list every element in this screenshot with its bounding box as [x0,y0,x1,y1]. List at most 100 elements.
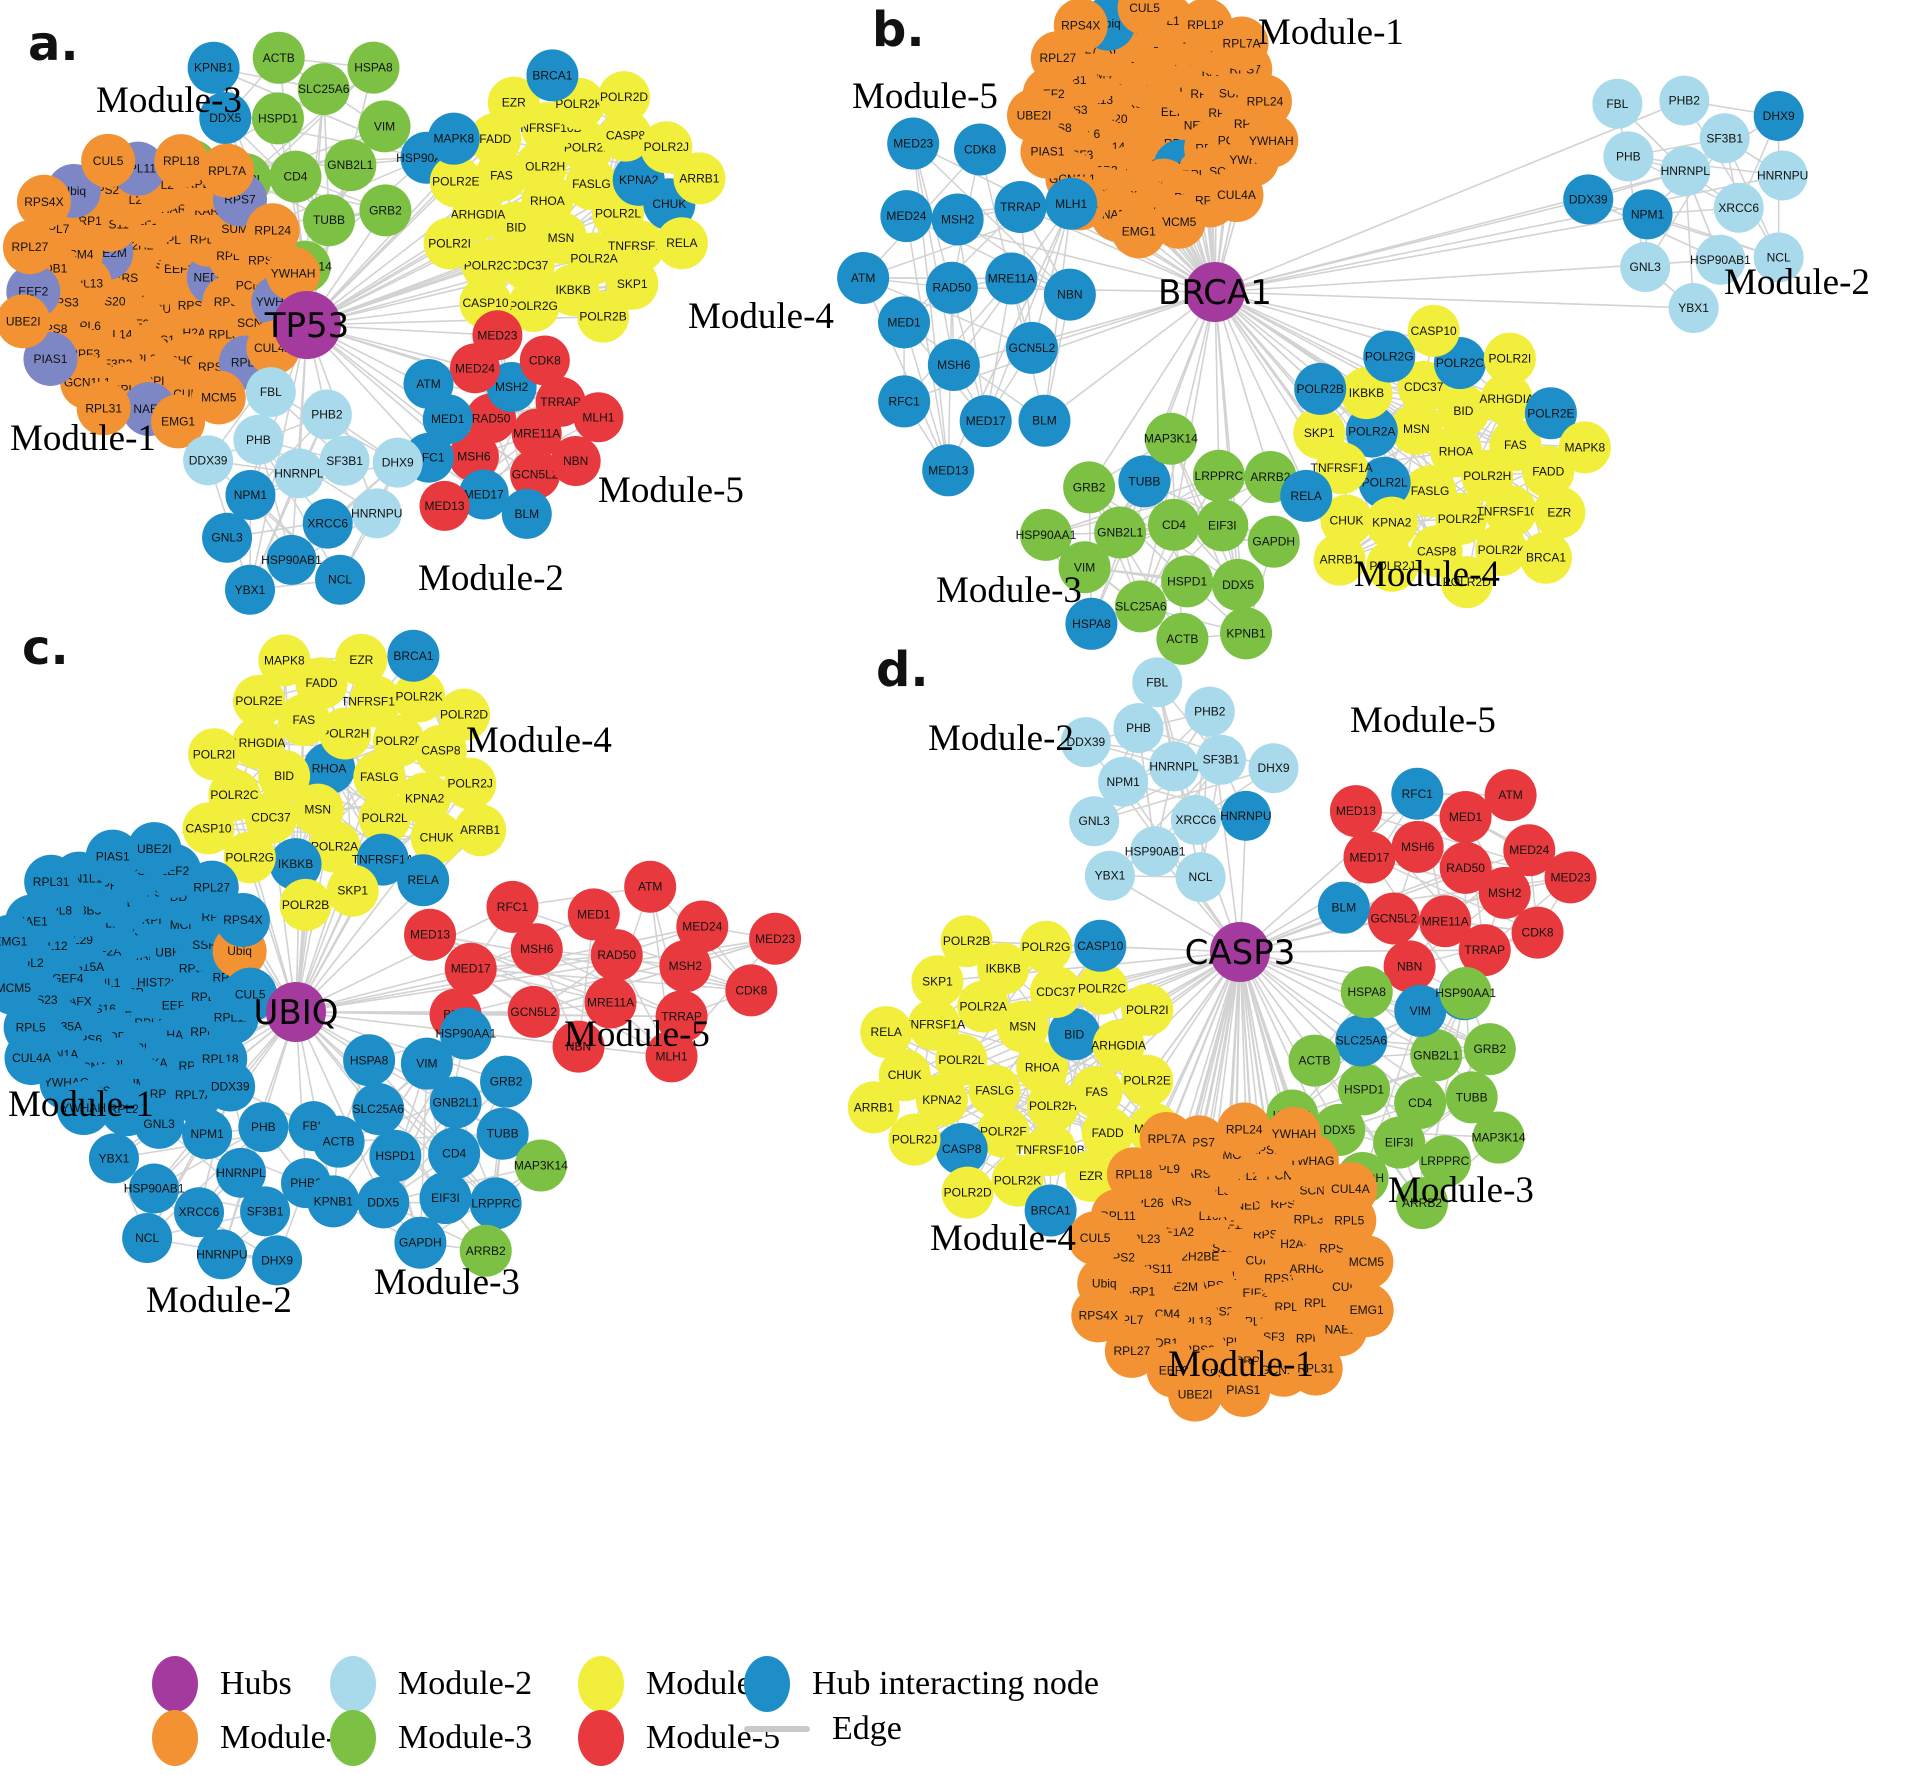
node-GNB2L1: GNB2L1 [429,1076,482,1129]
node-label: NBN [1397,959,1422,973]
node-label: POLR2B [943,934,990,948]
module-label: Module-5 [598,470,744,511]
node-RPL7A: RPL7A [200,143,255,198]
node-label: HSP90AB1 [261,553,322,567]
node-BID: BID [1048,1008,1101,1061]
node-MAP3K14: MAP3K14 [1144,412,1198,465]
node-label: NPM1 [1106,775,1140,789]
node-label: ARHGDIA [1479,392,1534,406]
node-POLR2K: POLR2K [1475,523,1528,576]
node-HSPA8: HSPA8 [347,41,400,94]
node-label: PHB [251,1120,276,1134]
node-label: NPM1 [1631,207,1665,221]
node-label: RELA [407,873,438,887]
node-label: XRCC6 [1718,201,1759,215]
node-GRB2: GRB2 [480,1055,533,1108]
node-RPL24: RPL24 [1217,1102,1272,1157]
node-TRRAP: TRRAP [994,181,1047,234]
node-label: TRRAP [1000,200,1041,214]
node-MED1: MED1 [567,888,620,941]
node-CDK8: CDK8 [1511,906,1564,959]
node-MSH6: MSH6 [448,431,499,482]
node-MED1: MED1 [1439,790,1492,843]
node-label: CDK8 [735,983,767,997]
hub-edge [290,324,308,560]
node-label: PHB2 [1669,94,1701,108]
node-label: FADD [1092,1126,1124,1140]
node-POLR2G: POLR2G [223,831,276,884]
node-label: SLC25A6 [1336,1033,1388,1047]
edge [912,143,1071,296]
edge [862,277,949,471]
node-label: MED17 [1349,850,1389,864]
node-GAPDH: GAPDH [394,1216,447,1269]
node-label: SKP1 [1304,426,1335,440]
node-label: CUL5 [1080,1231,1111,1245]
node-label: NPM1 [190,1127,224,1141]
node-label: SLC25A6 [298,82,350,96]
module-label: Module-5 [1350,700,1496,741]
hub-edge [233,794,297,1013]
hub-edge [1214,291,1220,476]
node-label: MED17 [464,487,504,501]
node-label: GNL3 [1079,814,1111,828]
node-label: POLR2J [644,140,689,154]
node-ARRB2: ARRB2 [459,1224,512,1277]
node-label: CASP10 [462,296,508,310]
node-RAD50: RAD50 [925,261,978,314]
node-POLR2L: POLR2L [935,1033,988,1086]
node-MED17: MED17 [1343,831,1396,884]
node-label: NCL [135,1231,159,1245]
node-HNRNPL: HNRNPL [273,448,324,499]
node-HNRNPL: HNRNPL [215,1147,266,1198]
node-label: XRCC6 [179,1205,220,1219]
node-label: POLR2I [1126,1003,1169,1017]
node-label: MAPK8 [264,653,305,667]
node-label: IKBKB [986,962,1021,976]
node-POLR2I: POLR2I [188,728,241,781]
node-POLR2B: POLR2B [279,878,332,931]
node-HSP90AB1: HSP90AB1 [1125,826,1186,877]
node-label: GNL3 [143,1117,175,1131]
node-label: EMG1 [1122,224,1156,238]
node-MED17: MED17 [444,942,497,995]
node-DDX5: DDX5 [199,92,252,145]
node-POLR2H: POLR2H [515,140,568,193]
node-label: NCL [1189,870,1213,884]
node-label: RPL24 [254,223,291,237]
node-POLR2J: POLR2J [1366,539,1419,592]
node-EIF3I: EIF3I [1373,1116,1426,1169]
node-RPL7A: RPL7A [1139,1112,1194,1167]
node-NPM1: NPM1 [182,1109,233,1160]
node-label: TUBB [1456,1090,1488,1104]
node-RELA: RELA [655,217,708,270]
node-label: KPNA2 [1372,516,1412,530]
node-HNRNPU: HNRNPU [351,488,402,539]
node-SF3B1: SF3B1 [1699,113,1750,164]
node-IKBKB: IKBKB [269,838,322,891]
node-DHX9: DHX9 [372,437,423,488]
node-label: MLH1 [1055,197,1087,211]
node-label: SKP1 [922,974,953,988]
node-CUL4A: CUL4A [4,1031,59,1086]
node-LRPPRC: LRPPRC [1418,1135,1471,1188]
node-FADD: FADD [1522,445,1575,498]
node-MSH6: MSH6 [1391,820,1444,873]
node-label: MAPK8 [1565,440,1606,454]
node-SKP1: SKP1 [1293,407,1346,460]
hub-edge [1214,291,1272,478]
node-label: PIAS1 [33,352,67,366]
node-label: POLR2F [375,734,422,748]
node-label: DHX9 [382,456,414,470]
node-TUBB: TUBB [1118,455,1171,508]
legend-item-module-5: Module-5 [578,1710,780,1766]
node-label: MSN [304,803,331,817]
node-DDX39: DDX39 [1563,174,1614,225]
node-label: UBE2I [6,314,41,328]
node-label: YWHAH [61,1101,106,1115]
node-DDX5: DDX5 [357,1176,410,1229]
node-DDX39: DDX39 [1060,717,1111,768]
hub-edge [249,324,308,590]
node-label: MED23 [477,328,517,342]
edge [249,414,328,591]
